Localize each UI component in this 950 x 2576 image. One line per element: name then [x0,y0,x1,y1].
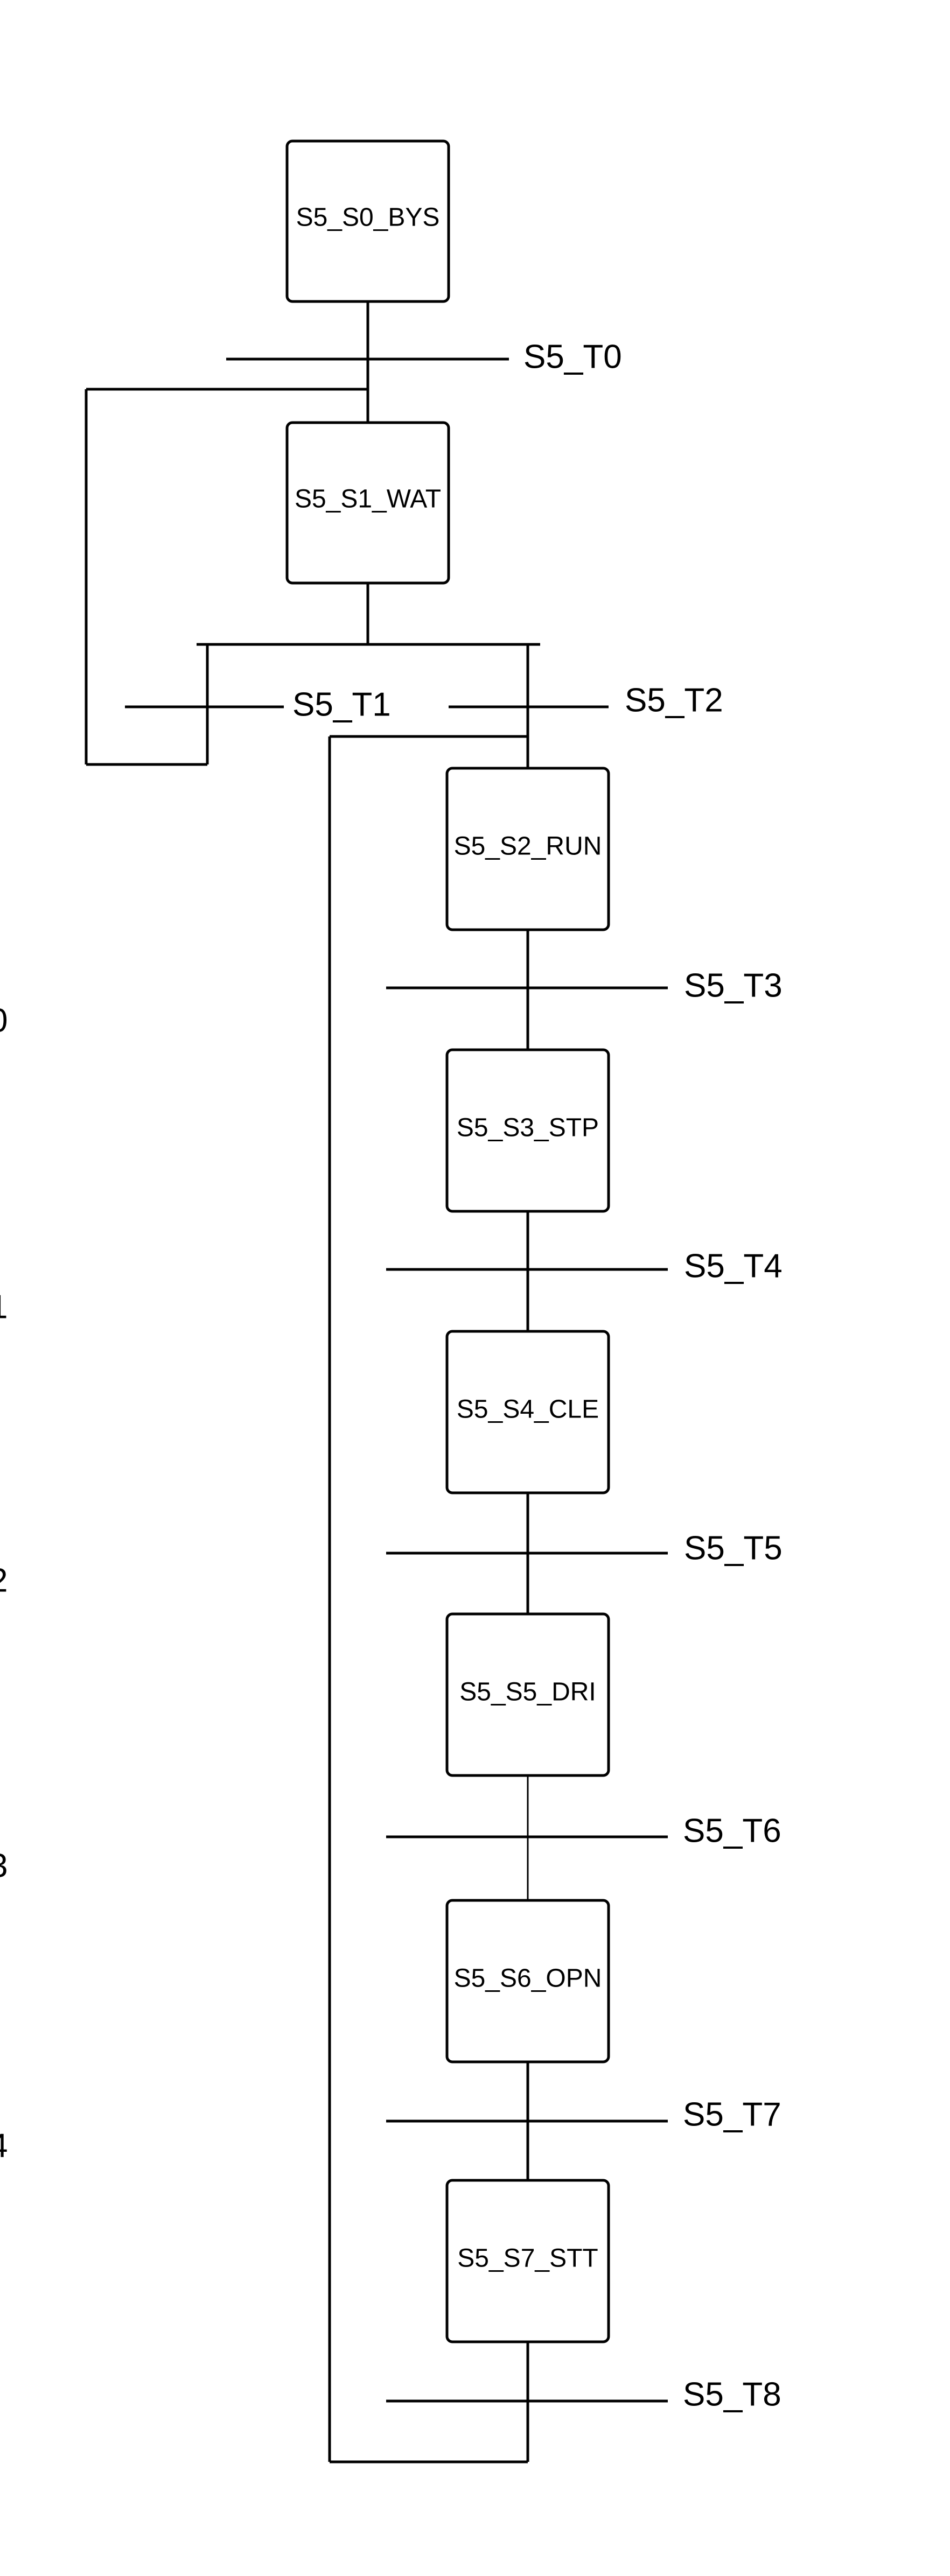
step-label-s4: S5_S4_CLE [457,1395,599,1424]
step-label-s5: S5_S5_DRI [459,1678,596,1707]
step-s1: S5_S1_WAT [285,421,450,585]
step-s3: S5_S3_STP [445,1048,610,1213]
step-box-s2 [445,767,610,931]
step-s4: S5_S4_CLE [445,1330,610,1494]
step-label-s3: S5_S3_STP [457,1114,599,1142]
step-label-s6: S5_S6_OPN [454,1964,602,1993]
transition-labels: S5_T0 S5_T1 S5_T2 S5_T3 S5_T4 S5_T5 S5_T… [292,338,783,2413]
transition-label-t7: S5_T7 [683,2096,781,2133]
left-edge-fragments: 0 1 2 3 4 [0,1002,8,2164]
step-s2: S5_S2_RUN [445,767,610,931]
step-box-s7 [445,2179,610,2343]
edge-fragment-4: 4 [0,2127,8,2164]
step-box-s6 [445,1899,610,2063]
transition-label-t1: S5_T1 [292,686,391,723]
edge-fragment-3: 3 [0,1847,8,1884]
step-box-s3 [445,1048,610,1213]
step-label-s0: S5_S0_BYS [296,203,440,232]
step-box-s1 [285,421,450,585]
edge-fragment-1: 1 [0,1288,8,1325]
transition-label-t4: S5_T4 [684,1247,783,1285]
step-label-s7: S5_S7_STT [457,2244,598,2273]
transition-label-t0: S5_T0 [523,338,622,375]
step-box-s5 [445,1612,610,1777]
step-box-s4 [445,1330,610,1494]
transition-label-t5: S5_T5 [684,1529,783,1567]
step-s0: S5_S0_BYS [285,139,450,303]
edge-fragment-2: 2 [0,1562,8,1599]
step-s7: S5_S7_STT [445,2179,610,2343]
step-box-s0 [285,139,450,303]
edge-fragment-0: 0 [0,1002,8,1039]
step-s6: S5_S6_OPN [445,1899,610,2063]
transition-bars [125,357,668,2403]
transition-label-t3: S5_T3 [684,967,783,1004]
transition-label-t6: S5_T6 [683,1812,781,1849]
step-label-s2: S5_S2_RUN [454,832,602,861]
transition-label-t2: S5_T2 [625,682,723,719]
transition-label-t8: S5_T8 [683,2376,781,2413]
step-label-s1: S5_S1_WAT [295,485,441,514]
step-s5: S5_S5_DRI [445,1612,610,1777]
